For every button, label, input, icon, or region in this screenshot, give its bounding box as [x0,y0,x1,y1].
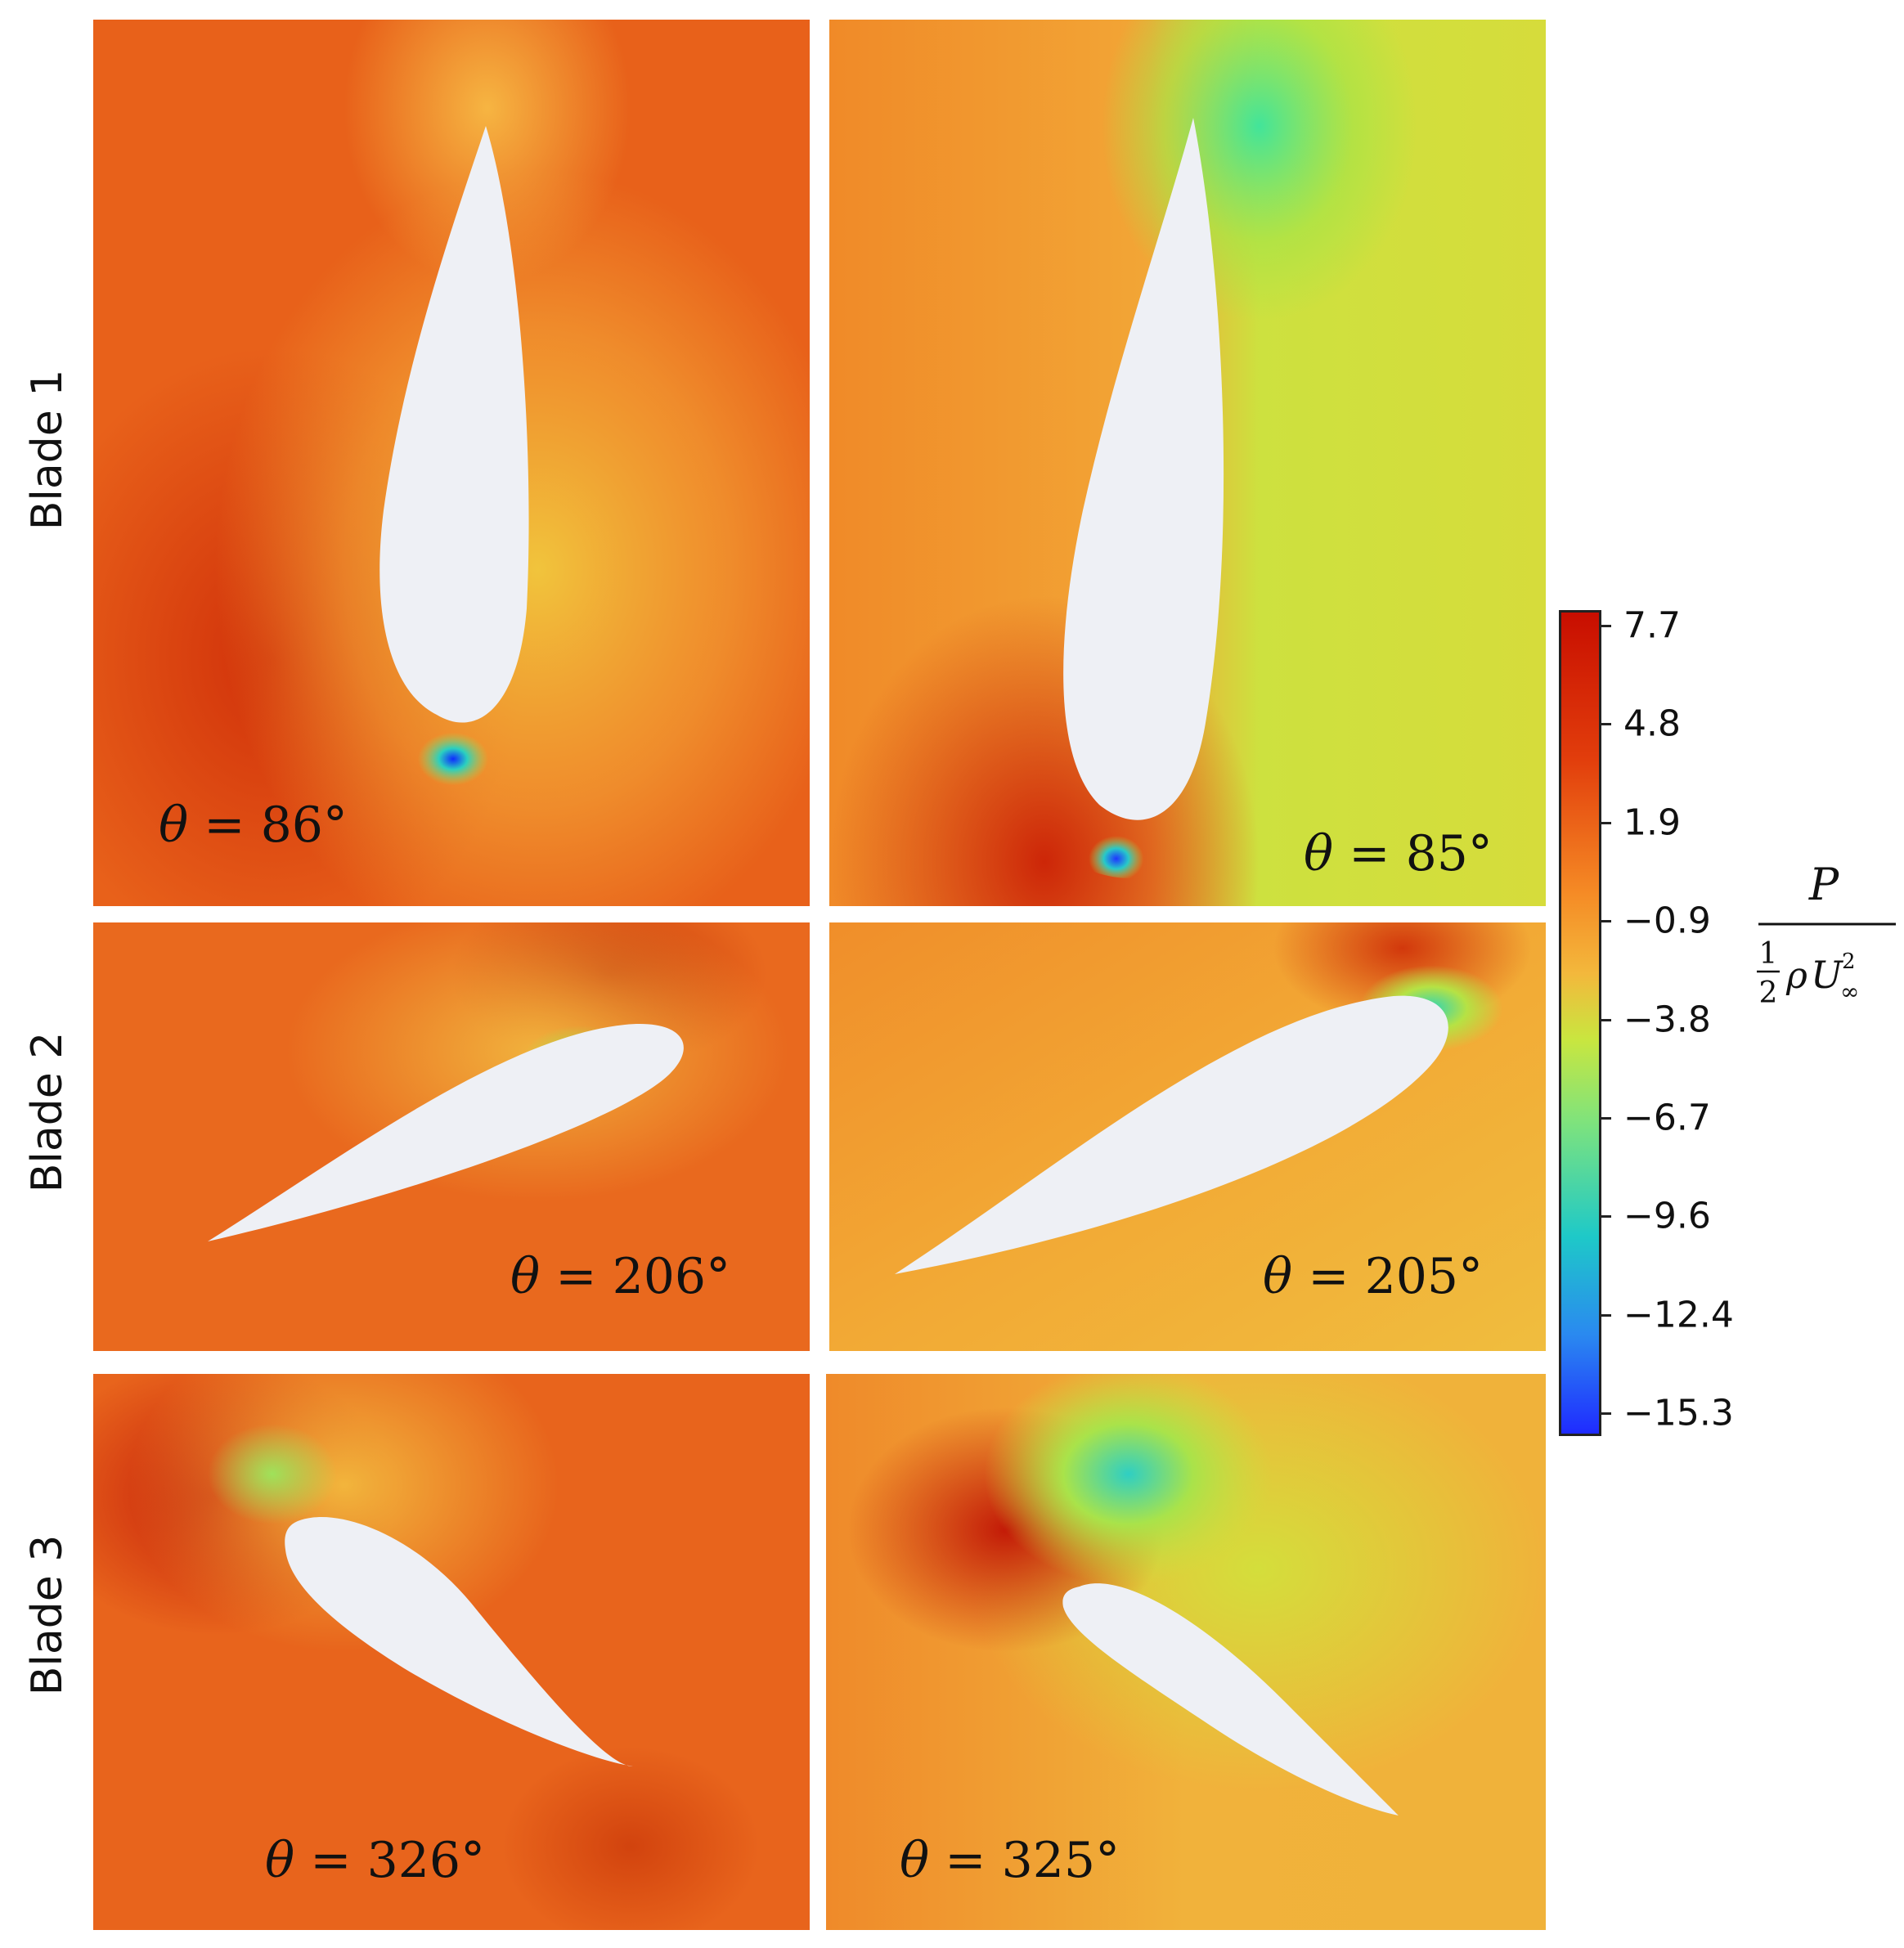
angle-label: θ = 85° [1304,825,1493,882]
colorbar-tick-label: −15.3 [1623,1392,1734,1434]
colorbar-tick-label: −9.6 [1623,1195,1711,1237]
colorbar [1559,610,1601,1436]
colorbar-tick-mark [1601,1313,1611,1317]
pressure-field-blade-3-right: θ = 325° [826,1374,1546,1930]
colorbar-tick-label: 1.9 [1623,801,1681,844]
colorbar-unit-label: P 1 2 ρ U 2 ∞ [1757,859,1896,1010]
colorbar-tick-mark [1601,920,1611,923]
unit-rho: ρ [1785,955,1807,997]
pressure-field-blade-1-left: θ = 86° [93,20,810,906]
colorbar-tick-mark [1601,1412,1611,1415]
colorbar-tick-label: −6.7 [1623,1097,1711,1139]
colorbar-tick-mark [1601,723,1611,726]
colorbar-tick-label: −3.8 [1623,999,1711,1040]
colorbar-tick-mark [1601,1215,1611,1219]
angle-label: θ = 206° [510,1248,731,1305]
angle-label: θ = 86° [159,797,348,854]
pressure-field-blade-3-left: θ = 326° [93,1374,810,1930]
colorbar-tick-label: −12.4 [1623,1294,1734,1336]
pressure-field-blade-1-right: θ = 85° [829,20,1546,906]
pressure-field-blade-2-right: θ = 205° [829,922,1546,1351]
colorbar-tick-label: 4.8 [1623,702,1681,745]
angle-label: θ = 205° [1263,1248,1484,1305]
unit-sup: 2 [1842,949,1856,974]
unit-numerator: P [1808,859,1840,910]
unit-u: U [1811,953,1844,997]
angle-label: θ = 326° [265,1832,486,1889]
angle-label: θ = 325° [900,1832,1120,1889]
colorbar-tick-mark [1601,625,1611,627]
pressure-field-blade-2-left: θ = 206° [93,922,810,1351]
colorbar-tick-mark [1601,1116,1611,1120]
colorbar-tick-label: −0.9 [1623,900,1711,942]
unit-half-den: 2 [1759,976,1778,1010]
colorbar-tick-mark [1601,1018,1611,1021]
colorbar-tick-label: 7.7 [1623,604,1681,647]
unit-half-num: 1 [1759,937,1778,971]
colorbar-tick-mark [1601,821,1611,824]
unit-sub: ∞ [1840,978,1859,1005]
